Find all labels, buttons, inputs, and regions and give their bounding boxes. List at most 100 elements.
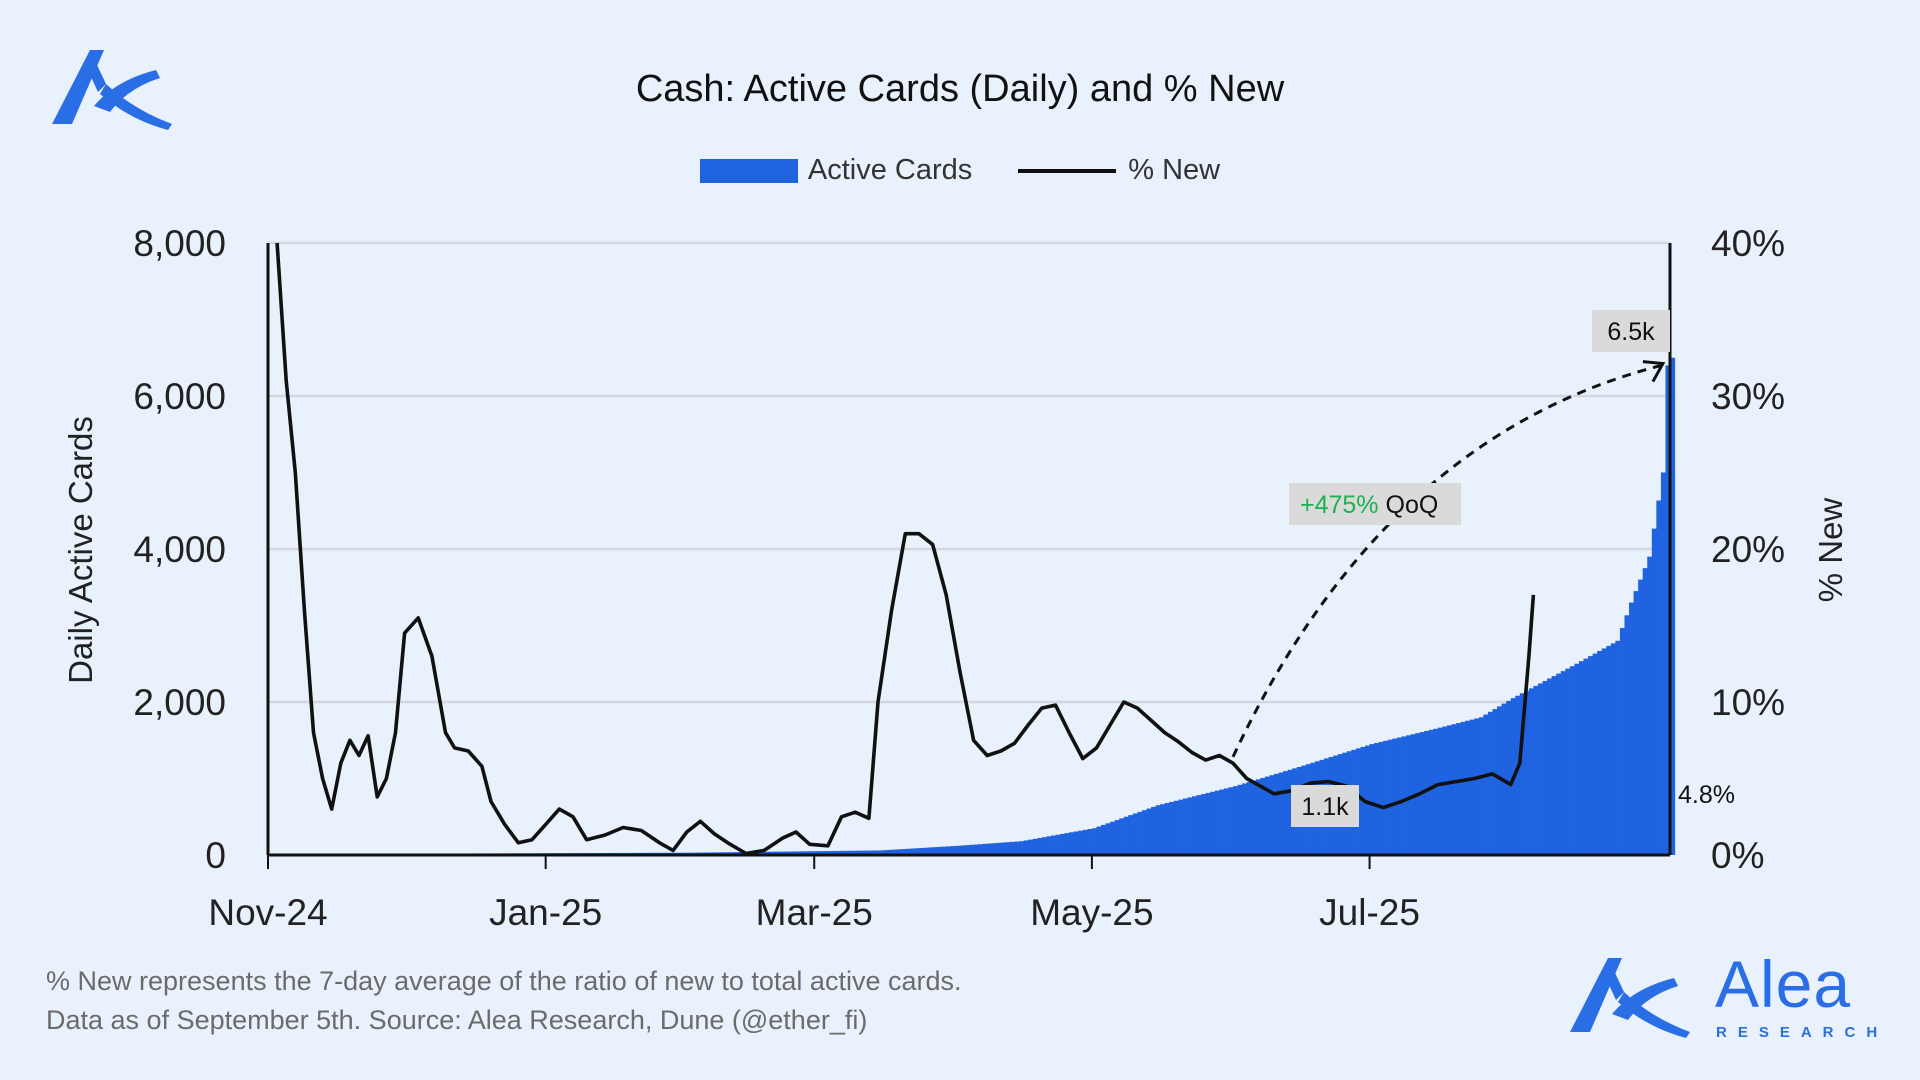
- active-cards-bar: [1069, 832, 1075, 855]
- active-cards-bar: [1009, 841, 1016, 855]
- active-cards-bar: [1187, 797, 1193, 855]
- active-cards-bar: [996, 842, 1002, 855]
- active-cards-bar: [891, 849, 897, 855]
- active-cards-bar: [1597, 651, 1603, 855]
- active-cards-bar: [1096, 826, 1102, 855]
- pct-new-line: [275, 242, 1536, 856]
- active-cards-bar: [1442, 726, 1448, 855]
- active-cards-bar: [1565, 668, 1571, 855]
- chart-legend: Active Cards % New: [0, 154, 1920, 187]
- active-cards-bar: [1383, 740, 1389, 855]
- active-cards-bar: [1123, 816, 1129, 855]
- active-cards-bar: [850, 850, 856, 855]
- active-cards-bar: [946, 846, 952, 855]
- active-cards-bar: [900, 849, 906, 855]
- active-cards-bar: [1656, 500, 1662, 855]
- active-cards-bar: [1405, 735, 1412, 855]
- active-cards-bar: [1160, 804, 1166, 855]
- active-cards-bar: [1378, 741, 1384, 855]
- active-cards-bar: [1219, 789, 1225, 855]
- y-axis-right-label: % New: [1812, 498, 1849, 603]
- active-cards-bar: [1064, 833, 1070, 855]
- active-cards-bar: [1060, 833, 1066, 855]
- active-cards-bar: [1260, 777, 1266, 855]
- active-cards-bar: [1478, 717, 1484, 855]
- legend-swatch-active-cards: [699, 158, 798, 183]
- active-cards-bar: [1146, 808, 1152, 855]
- active-cards-bar: [1192, 796, 1198, 855]
- active-cards-bar: [1055, 834, 1061, 855]
- active-cards-bar: [1137, 811, 1143, 855]
- active-cards-bar: [1642, 568, 1648, 856]
- active-cards-bar: [836, 850, 843, 855]
- active-cards-bar: [1387, 739, 1393, 855]
- active-cards-bar: [1101, 824, 1107, 855]
- footnote-line-2: Data as of September 5th. Source: Alea R…: [46, 1005, 868, 1035]
- active-cards-bar: [1046, 836, 1052, 855]
- active-cards-bar: [846, 850, 852, 855]
- active-cards-bar: [973, 844, 979, 855]
- active-cards-bar: [1014, 841, 1020, 855]
- active-cards-bar: [1233, 786, 1239, 855]
- active-cards-bar: [1492, 709, 1498, 855]
- active-cards-bar: [928, 847, 934, 855]
- active-cards-bar: [782, 851, 788, 855]
- alea-logo-icon: [46, 44, 174, 135]
- active-cards-bar: [1073, 831, 1079, 855]
- active-cards-bar: [1483, 714, 1489, 855]
- active-cards-bar: [1374, 742, 1380, 855]
- active-cards-bar: [1569, 666, 1576, 855]
- active-cards-bar: [809, 851, 815, 855]
- active-cards-bar: [1633, 591, 1639, 855]
- last-pct-label: 4.8%: [1678, 781, 1735, 809]
- active-cards-bar: [859, 850, 865, 855]
- active-cards-bar: [814, 851, 820, 855]
- active-cards-bar: [1392, 738, 1398, 855]
- y-tick-right: 30%: [1711, 376, 1785, 417]
- growth-arrow-head: [1642, 360, 1666, 383]
- active-cards-bar: [786, 851, 793, 855]
- active-cards-bar: [1610, 643, 1616, 855]
- legend-label-pct-new: % New: [1128, 154, 1221, 186]
- active-cards-bar: [1629, 602, 1635, 855]
- active-cards-bar: [1401, 736, 1407, 855]
- active-cards-bar: [805, 851, 811, 855]
- active-cards-bar: [759, 851, 765, 855]
- footnote-line-1: % New represents the 7-day average of th…: [46, 966, 962, 996]
- active-cards-bar: [1246, 782, 1252, 855]
- start-value-label: 1.1k: [1301, 793, 1349, 821]
- active-cards-bar: [1528, 688, 1535, 855]
- y-tick-left: 4,000: [133, 529, 226, 570]
- active-cards-bar: [1273, 773, 1280, 855]
- active-cards-bar: [1169, 801, 1175, 855]
- active-cards-bar: [1000, 842, 1007, 855]
- active-cards-bar: [1665, 365, 1671, 855]
- active-cards-bar: [1132, 813, 1139, 855]
- active-cards-bar: [796, 851, 802, 855]
- active-cards-bar: [1588, 656, 1594, 855]
- end-value-label: 6.5k: [1607, 318, 1655, 346]
- active-cards-bar: [1201, 794, 1207, 855]
- growth-label: +475% QoQ: [1300, 491, 1438, 519]
- growth-value: +475%: [1300, 491, 1379, 519]
- brand-name: Alea: [1715, 947, 1852, 1021]
- legend-label-active-cards: Active Cards: [807, 154, 973, 186]
- active-cards-bar: [1037, 837, 1043, 855]
- y-tick-left: 2,000: [133, 682, 226, 723]
- x-tick-label: Jul-25: [1319, 892, 1420, 933]
- active-cards-bar: [1369, 744, 1375, 855]
- active-cards-bar: [1428, 729, 1434, 855]
- active-cards-bar: [1223, 788, 1230, 855]
- active-cards-bar: [1465, 720, 1471, 855]
- active-cards-bar: [1615, 640, 1621, 855]
- active-cards-bar: [764, 851, 770, 855]
- active-cards-bar: [1365, 745, 1371, 855]
- active-cards-bar: [1173, 800, 1179, 855]
- x-tick-label: May-25: [1030, 892, 1153, 933]
- active-cards-bar: [1028, 839, 1034, 855]
- active-cards-bar: [1487, 711, 1494, 855]
- active-cards-bar: [1251, 780, 1257, 855]
- active-cards-bar: [955, 845, 961, 855]
- active-cards-bar: [755, 851, 761, 855]
- active-cards-bar: [827, 851, 834, 855]
